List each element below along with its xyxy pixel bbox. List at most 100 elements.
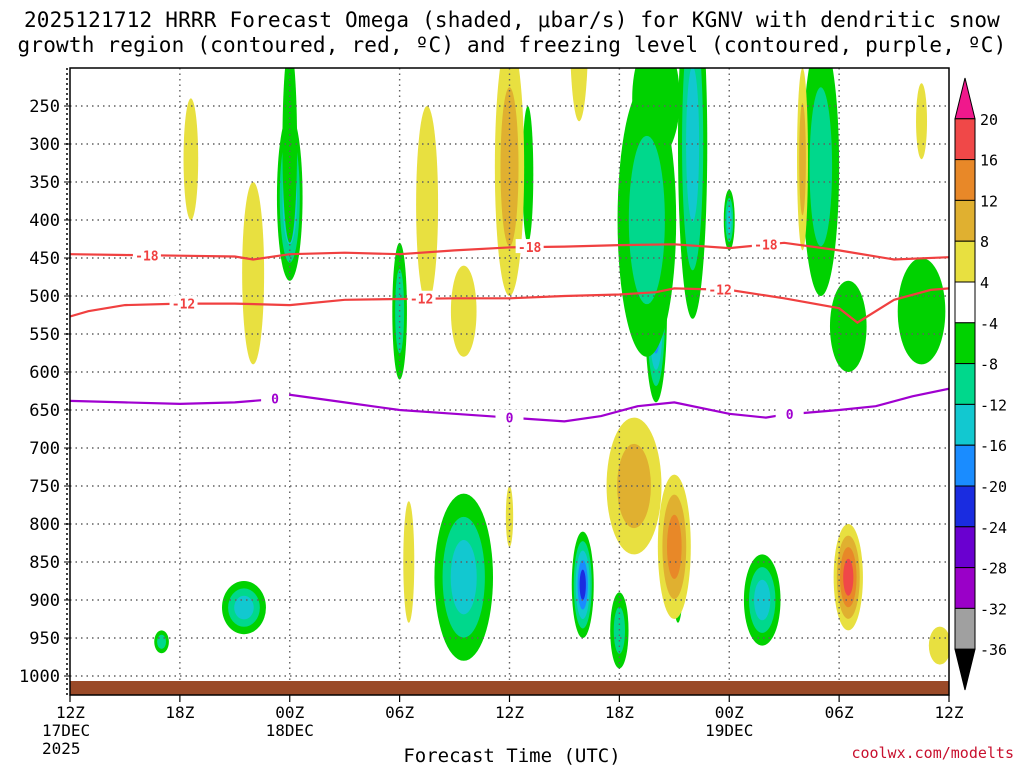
- omega-cell: [522, 105, 534, 243]
- colorbar-swatch: [954, 648, 976, 691]
- colorbar-swatch: [954, 281, 976, 324]
- isotherm-label-bg: [132, 247, 161, 262]
- colorbar-label: -32: [980, 600, 1007, 618]
- omega-contour-fill: [522, 105, 534, 243]
- omega-cell: [221, 581, 266, 635]
- omega-contour-fill: [505, 486, 514, 547]
- isotherm-label-bg: [751, 236, 780, 251]
- x-tick-label: 18Z: [165, 703, 194, 722]
- y-tick-label: 450: [29, 249, 60, 269]
- omega-cell: [505, 486, 514, 547]
- colorbar-swatch: [954, 526, 976, 569]
- x-tick-label: 00Z: [715, 703, 744, 722]
- omega-cell: [242, 182, 265, 365]
- omega-cell: [571, 531, 594, 638]
- colorbar-label: 12: [980, 192, 998, 210]
- omega-cell: [434, 493, 494, 661]
- isotherm-label: -12: [172, 298, 195, 313]
- omega-cell: [183, 98, 199, 220]
- omega-cell: [494, 68, 525, 296]
- colorbar-swatch: [954, 322, 976, 365]
- omega-contour-fill: [686, 68, 700, 222]
- isotherm-label-bg: [495, 409, 524, 424]
- omega-contour-fill: [242, 182, 265, 365]
- y-tick-label: 800: [29, 515, 60, 535]
- y-tick-label: 700: [29, 439, 60, 459]
- x-tick-label: 00Z: [275, 703, 304, 722]
- colorbar-label: -16: [980, 437, 1007, 455]
- isotherm-contours: -18 -18 -18 -12 -12 -12 0 0 0: [70, 236, 949, 427]
- colorbar-label: 16: [980, 152, 998, 170]
- omega-cell: [723, 189, 735, 251]
- isotherm-label: -18: [754, 239, 778, 254]
- isotherm-label: 0: [786, 408, 794, 423]
- omega-cell: [282, 68, 298, 243]
- omega-contour-fill: [450, 540, 477, 615]
- colorbar-label: 8: [980, 233, 989, 251]
- colorbar: 20 16 12 8 4 -4 -8 -12 -16 -20 -24 -28 -32 -36: [954, 77, 1007, 691]
- colorbar-label: -12: [980, 396, 1007, 414]
- isotherm-line: [70, 287, 949, 324]
- omega-contour-fill: [843, 558, 854, 596]
- omega-contour-fill: [628, 135, 665, 305]
- omega-contour-fill: [617, 443, 651, 529]
- x-tick-label: 12Z: [495, 703, 524, 722]
- omega-contour-fill: [282, 68, 298, 243]
- omega-contour-fill: [799, 103, 806, 216]
- omega-contour-fill: [829, 280, 867, 372]
- omega-cell: [897, 258, 946, 365]
- omega-cell: [606, 417, 662, 555]
- y-tick-label: 850: [29, 553, 60, 573]
- y-tick-label: 250: [29, 97, 60, 117]
- isotherm-label-bg: [775, 406, 804, 421]
- colorbar-label: 20: [980, 111, 998, 129]
- omega-cell: [802, 68, 840, 296]
- colorbar-label: -24: [980, 519, 1007, 537]
- y-tick-label: 750: [29, 477, 60, 497]
- x-tick-label: 06Z: [385, 703, 414, 722]
- omega-cell: [570, 68, 588, 122]
- watermark: coolwx.com/modelts: [851, 744, 1014, 762]
- omega-cell: [677, 68, 708, 319]
- omega-contour-fill: [416, 106, 439, 304]
- colorbar-swatch: [954, 485, 976, 528]
- omega-contour-fill: [500, 87, 519, 247]
- x-tick-label: 17DEC: [42, 721, 90, 740]
- isotherm-label-bg: [407, 290, 436, 305]
- y-tick-label: 900: [29, 591, 60, 611]
- y-tick-label: 400: [29, 211, 60, 231]
- colorbar-label: -36: [980, 641, 1007, 659]
- chart-title-line-1: 2025121712 HRRR Forecast Omega (shaded, …: [23, 8, 1001, 32]
- isotherm-label: -18: [135, 249, 159, 264]
- omega-cell: [833, 524, 863, 631]
- colorbar-label: 4: [980, 274, 989, 292]
- colorbar-label: -4: [980, 315, 998, 333]
- isotherm-label: -12: [708, 284, 731, 299]
- colorbar-swatch: [954, 240, 976, 283]
- omega-contour-fill: [897, 258, 946, 365]
- omega-cell: [743, 554, 781, 646]
- omega-cell: [617, 83, 677, 357]
- isotherm-label: 0: [506, 412, 514, 427]
- omega-cell: [797, 68, 808, 251]
- omega-cell: [829, 280, 867, 372]
- omega-contour-fill: [916, 83, 928, 160]
- isotherm-label-bg: [169, 295, 198, 310]
- omega-cell: [154, 630, 169, 654]
- colorbar-label: -20: [980, 478, 1007, 496]
- isotherm-label-bg: [261, 390, 290, 405]
- omega-contour-fill: [183, 98, 199, 220]
- colorbar-swatch: [954, 159, 976, 201]
- omega-contour-fill: [754, 579, 771, 621]
- colorbar-swatch: [954, 77, 976, 120]
- colorbar-swatch: [954, 199, 976, 242]
- isotherm-line: [70, 387, 949, 423]
- isotherm--18: -18 -18 -18: [70, 236, 949, 264]
- omega-contour-fill: [157, 634, 167, 649]
- y-tick-label: 500: [29, 287, 60, 307]
- colorbar-label: -8: [980, 356, 998, 374]
- omega-cell: [416, 106, 439, 304]
- omega-contour-fill: [450, 265, 477, 357]
- omega-cell: [928, 626, 949, 665]
